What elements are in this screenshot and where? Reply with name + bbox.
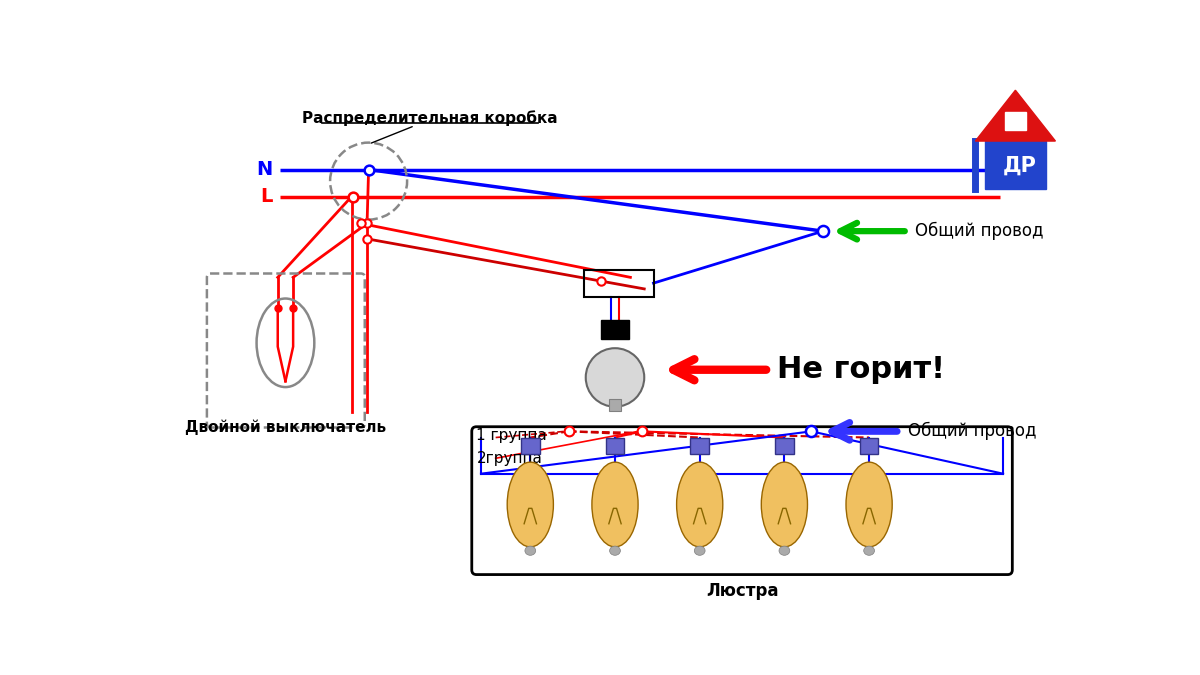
Bar (606, 437, 624, 454)
Text: N: N (256, 160, 272, 179)
Text: Общий провод: Общий провод (916, 222, 1044, 240)
Ellipse shape (779, 546, 790, 556)
Bar (985, 141, 1046, 189)
Ellipse shape (695, 546, 706, 556)
Text: Не горит!: Не горит! (776, 355, 944, 384)
Polygon shape (976, 90, 1056, 141)
Text: 1 группа: 1 группа (476, 428, 547, 443)
Bar (601, 320, 629, 339)
Circle shape (586, 348, 644, 407)
Bar (860, 437, 878, 454)
Ellipse shape (761, 462, 808, 547)
Ellipse shape (864, 546, 875, 556)
Ellipse shape (846, 462, 893, 547)
Ellipse shape (592, 462, 638, 547)
Bar (1004, 112, 1026, 130)
Text: ДР: ДР (1002, 156, 1036, 176)
Text: Общий провод: Общий провод (907, 423, 1036, 441)
Ellipse shape (610, 546, 620, 556)
Bar (521, 437, 540, 454)
Bar (608, 399, 622, 410)
Text: Распределительная коробка: Распределительная коробка (302, 110, 558, 126)
Ellipse shape (524, 546, 535, 556)
Ellipse shape (508, 462, 553, 547)
Text: Двойной выключатель: Двойной выключатель (185, 420, 386, 435)
Ellipse shape (677, 462, 722, 547)
Text: L: L (260, 187, 272, 206)
Bar (584, 269, 654, 296)
Bar (690, 437, 709, 454)
Text: Люстра: Люстра (706, 581, 779, 599)
Bar (775, 437, 793, 454)
Text: 2группа: 2группа (476, 451, 542, 466)
